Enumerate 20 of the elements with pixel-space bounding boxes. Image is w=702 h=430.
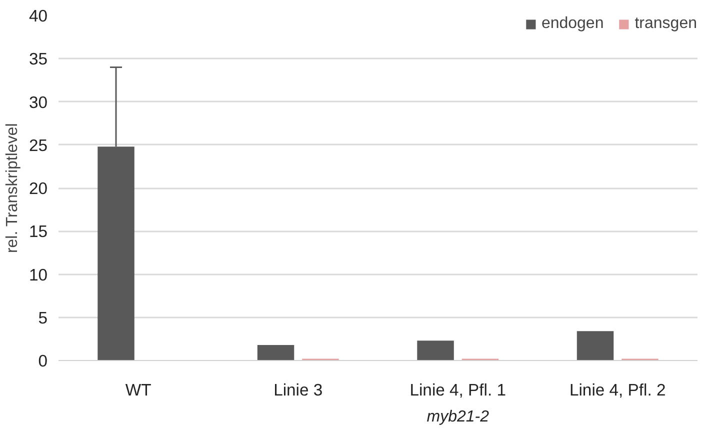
y-tick-label: 0 bbox=[38, 352, 48, 370]
y-tick-label: 30 bbox=[28, 92, 48, 112]
x-tick-label: WT bbox=[125, 380, 152, 400]
y-axis-title: rel. Transkriptlevel bbox=[4, 123, 21, 254]
x-tick-label: Linie 3 bbox=[274, 380, 323, 400]
y-tick-label: 25 bbox=[28, 136, 48, 155]
y-tick-label: 5 bbox=[38, 308, 48, 328]
legend-label: transgen bbox=[634, 15, 697, 33]
text: myb21-2 bbox=[426, 408, 490, 426]
bar bbox=[257, 344, 294, 360]
legend-label: endogen bbox=[541, 15, 604, 33]
y-tick-label: 20 bbox=[28, 179, 48, 198]
y-tick-label: 35 bbox=[28, 50, 48, 69]
y-tick-label: 15 bbox=[28, 222, 48, 242]
y-tick-label: 40 bbox=[28, 6, 48, 26]
x-tick-label: Linie 4, Pfl. 2 bbox=[569, 380, 666, 400]
bar bbox=[576, 331, 614, 360]
x-tick-label: Linie 4, Pfl. 1 bbox=[410, 380, 506, 400]
bar bbox=[417, 340, 454, 360]
y-tick-label: 10 bbox=[28, 265, 48, 284]
